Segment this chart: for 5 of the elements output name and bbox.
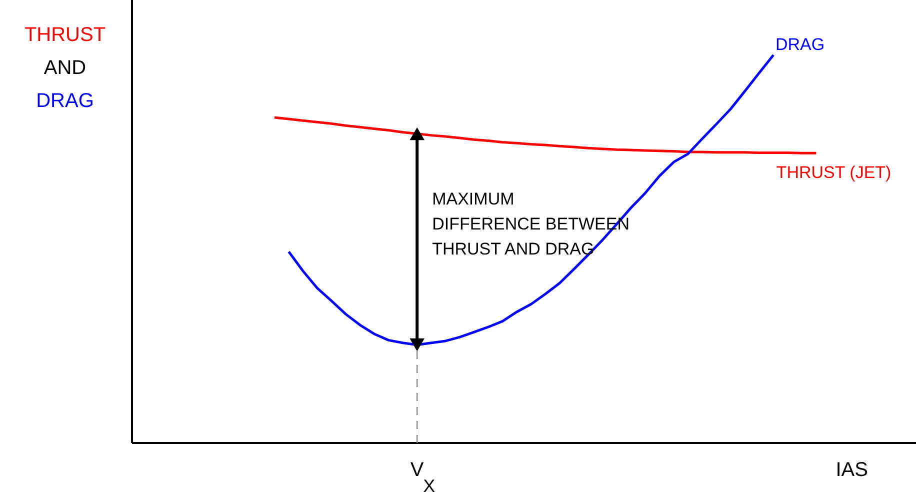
y-axis-title: THRUST AND DRAG xyxy=(24,24,106,112)
series-label: DRAG xyxy=(775,35,825,54)
text: VX xyxy=(410,459,436,494)
x-axis-title: IAS xyxy=(836,459,868,481)
series-label: THRUST (JET) xyxy=(776,163,892,182)
